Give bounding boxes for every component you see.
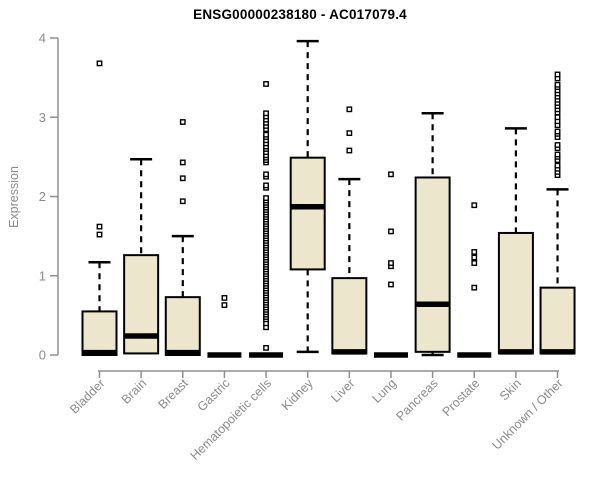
boxplot-lung <box>373 171 408 358</box>
x-tick-label: Lung <box>370 376 400 406</box>
outlier-point <box>179 119 186 125</box>
chart-title: ENSG00000238180 - AC017079.4 <box>193 7 407 22</box>
box <box>497 231 534 355</box>
box <box>289 156 326 271</box>
x-tick-label: Bladder <box>67 376 107 416</box>
outlier-point <box>471 260 478 266</box>
outlier-point <box>388 260 394 266</box>
outlier-point <box>263 171 269 178</box>
box <box>81 310 118 357</box>
outlier-point <box>388 171 394 178</box>
x-tick-label: Kidney <box>279 376 316 413</box>
y-tick-label: 3 <box>39 110 46 125</box>
outlier-point <box>263 131 269 138</box>
outlier-point <box>554 151 561 158</box>
outlier-point <box>179 175 186 182</box>
boxplot-skin <box>497 127 534 355</box>
boxplot-hematopoietic-cells <box>249 81 284 358</box>
box <box>331 277 368 355</box>
boxplot-kidney <box>289 39 326 354</box>
outlier-point <box>471 284 478 291</box>
outlier-point <box>263 344 269 351</box>
outlier-point <box>263 110 269 117</box>
outlier-point <box>263 81 269 87</box>
x-tick-label: Skin <box>497 376 524 403</box>
outlier-point <box>221 295 228 301</box>
outlier-point <box>96 231 103 238</box>
outlier-point <box>554 128 561 135</box>
y-tick-label: 1 <box>39 268 46 283</box>
box <box>414 176 451 353</box>
x-tick-label: Prostate <box>440 376 483 419</box>
outlier-point <box>388 281 394 288</box>
y-tick-label: 4 <box>39 31 46 46</box>
x-tick-label: Unknown / Other <box>489 376 565 452</box>
outlier-point <box>96 60 103 67</box>
outlier-point <box>471 202 478 209</box>
outlier-point <box>346 106 353 113</box>
outlier-point <box>263 195 269 201</box>
boxplot-prostate <box>457 202 492 358</box>
outlier-point <box>554 162 561 169</box>
box <box>539 286 576 355</box>
outlier-point <box>471 254 478 261</box>
outlier-point <box>179 198 186 205</box>
x-tick-label: Gastric <box>195 376 233 414</box>
boxplot-pancreas <box>414 112 451 357</box>
outlier-point <box>346 130 353 136</box>
y-axis: 0 1 2 3 4 <box>39 31 59 363</box>
outlier-point <box>471 249 478 255</box>
outlier-point <box>179 159 186 166</box>
y-tick-label: 2 <box>39 189 46 204</box>
outlier-point <box>96 223 103 230</box>
box <box>164 296 201 356</box>
x-tick-label: Brain <box>119 376 150 407</box>
boxplot-bladder <box>81 60 118 357</box>
y-tick-label: 0 <box>39 348 46 363</box>
outlier-point <box>263 182 269 189</box>
outlier-point <box>554 71 561 78</box>
boxplot-breast <box>164 119 201 356</box>
x-tick-label: Liver <box>328 376 357 405</box>
outlier-point <box>221 302 228 308</box>
boxplot-gastric <box>207 295 242 358</box>
outlier-point <box>388 228 394 235</box>
x-tick-label: Breast <box>155 376 191 412</box>
outlier-point <box>554 142 561 148</box>
x-tick-label: Hematopoietic cells <box>188 376 275 463</box>
outlier-point <box>346 147 353 154</box>
outlier-point <box>554 81 561 88</box>
x-tick-label: Pancreas <box>393 376 440 423</box>
boxplot-unknown-other <box>539 71 576 355</box>
outlier-point <box>554 114 561 121</box>
boxplot-liver <box>331 106 368 355</box>
boxplot-brain <box>123 158 160 355</box>
